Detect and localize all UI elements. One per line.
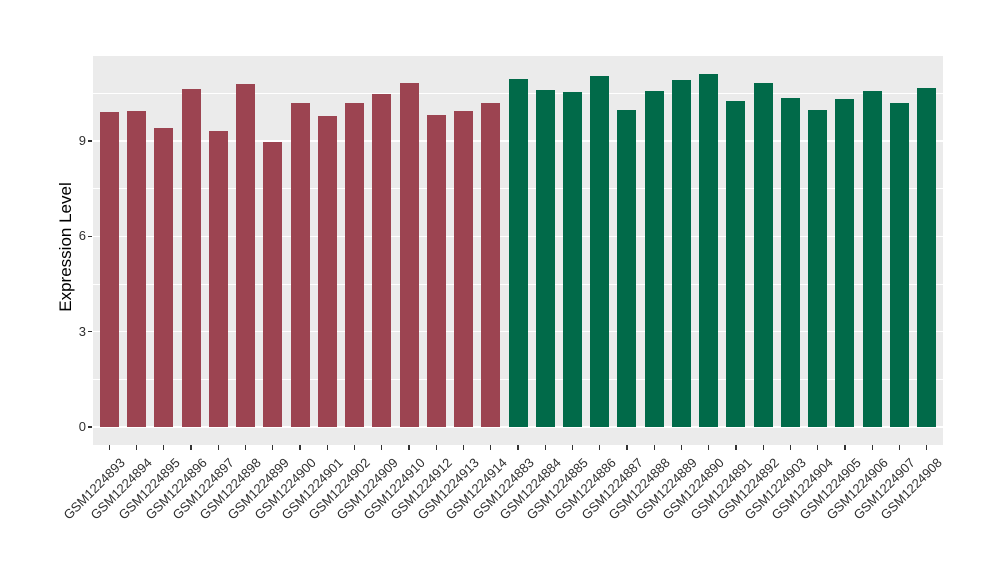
bar-GSM1224889 xyxy=(671,80,691,427)
x-tick-mark xyxy=(381,445,383,450)
x-tick-mark xyxy=(217,445,219,450)
bar-GSM1224895 xyxy=(154,127,174,427)
x-tick-mark xyxy=(680,445,683,450)
x-tick-mark xyxy=(544,445,546,450)
y-tick-mark xyxy=(88,140,92,142)
x-tick-mark xyxy=(871,445,873,450)
bar-GSM1224909 xyxy=(372,93,392,427)
bar-GSM1224884 xyxy=(535,90,555,427)
y-tick-label: 0 xyxy=(78,419,86,434)
bar-GSM1224885 xyxy=(562,91,582,427)
bar-GSM1224891 xyxy=(726,101,746,427)
bar-GSM1224894 xyxy=(127,111,147,427)
x-tick-mark xyxy=(462,445,465,450)
x-tick-mark xyxy=(353,445,356,450)
x-tick-mark xyxy=(326,445,328,450)
x-tick-mark xyxy=(571,445,574,450)
bar-GSM1224883 xyxy=(508,79,528,427)
bar-GSM1224906 xyxy=(862,90,882,427)
y-tick-mark xyxy=(88,426,92,428)
x-tick-mark xyxy=(599,445,601,450)
x-tick-mark xyxy=(108,445,110,450)
x-tick-mark xyxy=(190,445,192,450)
y-tick-label: 9 xyxy=(78,132,86,148)
bar-GSM1224896 xyxy=(181,89,201,427)
x-tick-mark xyxy=(653,445,655,450)
y-tick-label: 3 xyxy=(78,323,86,339)
x-tick-mark xyxy=(244,445,247,450)
x-tick-mark xyxy=(626,445,628,450)
y-tick-label: 6 xyxy=(78,228,86,244)
y-tick-mark xyxy=(88,235,92,237)
x-tick-mark xyxy=(272,445,274,450)
x-tick-mark xyxy=(789,445,792,450)
x-tick-mark xyxy=(708,445,710,450)
bar-GSM1224914 xyxy=(481,102,501,427)
y-axis-title: Expression Level xyxy=(56,182,75,312)
x-tick-mark xyxy=(926,445,928,450)
bar-GSM1224912 xyxy=(426,115,446,427)
y-tick-mark xyxy=(88,331,92,333)
bar-GSM1224901 xyxy=(317,116,337,427)
bar-GSM1224903 xyxy=(780,98,800,427)
x-tick-mark xyxy=(762,445,764,450)
bar-GSM1224913 xyxy=(454,110,473,427)
x-tick-mark xyxy=(817,445,819,450)
x-tick-mark xyxy=(844,445,846,450)
x-tick-mark xyxy=(517,445,519,450)
bar-GSM1224892 xyxy=(753,82,773,427)
bar-GSM1224897 xyxy=(208,130,228,427)
x-tick-mark xyxy=(299,445,301,450)
x-tick-mark xyxy=(135,445,138,450)
bar-GSM1224908 xyxy=(917,87,937,427)
x-tick-mark xyxy=(735,445,737,450)
x-tick-mark xyxy=(163,445,165,450)
bar-GSM1224887 xyxy=(617,109,637,427)
x-tick-mark xyxy=(490,445,492,450)
bar-GSM1224888 xyxy=(644,90,664,427)
x-tick-mark xyxy=(435,445,437,450)
bar-GSM1224900 xyxy=(290,103,310,427)
bar-GSM1224886 xyxy=(590,76,610,427)
bar-GSM1224907 xyxy=(889,103,909,427)
bar-GSM1224910 xyxy=(399,82,419,427)
bar-GSM1224890 xyxy=(699,74,719,427)
bar-GSM1224899 xyxy=(263,141,283,427)
bar-GSM1224904 xyxy=(808,109,828,427)
bar-GSM1224905 xyxy=(835,99,855,427)
x-tick-mark xyxy=(408,445,410,450)
x-tick-mark xyxy=(898,445,900,450)
bar-GSM1224898 xyxy=(236,83,256,427)
bar-GSM1224902 xyxy=(345,103,365,427)
plot-panel xyxy=(93,56,943,445)
bar-GSM1224893 xyxy=(99,112,119,427)
